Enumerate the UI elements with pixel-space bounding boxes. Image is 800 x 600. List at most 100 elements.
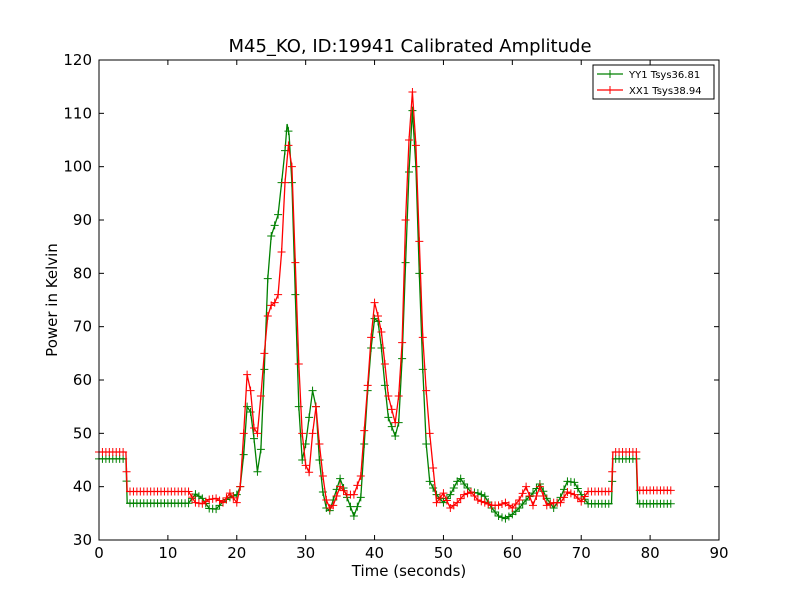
legend-entry-1-label: YY1 Tsys36.81 — [628, 70, 700, 81]
series-2-marker — [363, 381, 372, 390]
series-2-marker — [360, 426, 369, 435]
series-2-marker — [484, 500, 493, 508]
series-1-marker — [449, 484, 458, 492]
series-2-marker — [305, 468, 314, 477]
series-1-marker — [566, 477, 575, 486]
x-tick-label: 50 — [434, 544, 453, 562]
series-2-marker — [525, 492, 534, 500]
series-2-marker — [405, 136, 413, 144]
series-2 — [95, 88, 675, 512]
series-2-marker — [563, 488, 572, 496]
series-2-marker — [356, 472, 365, 480]
series-2-marker — [277, 248, 286, 256]
series-2-marker — [194, 499, 203, 508]
series-2-marker — [256, 392, 265, 400]
series-2-marker — [480, 498, 489, 507]
series-1-marker — [498, 513, 506, 522]
series-2-marker — [212, 494, 221, 503]
series-2-marker — [546, 500, 555, 508]
y-tick-label: 70 — [73, 318, 92, 336]
series-1-marker — [504, 512, 513, 521]
series-1-marker — [253, 467, 262, 476]
series-1-marker — [518, 500, 527, 508]
series-2-marker — [201, 497, 210, 506]
series-1-marker — [511, 507, 520, 516]
series-1-marker — [353, 502, 362, 511]
series-1-marker — [349, 512, 358, 520]
x-tick-label: 10 — [158, 544, 177, 562]
series-2-marker — [215, 496, 224, 505]
series-2-marker — [442, 496, 451, 505]
series-2-marker — [387, 405, 396, 414]
series-2-marker — [384, 392, 393, 400]
series-1-marker — [246, 408, 255, 416]
tick-layer: 0 10 20 30 40 50 60 70 80 90 30 40 50 60 70 80 90 100 110 1… — [63, 51, 728, 562]
y-tick-label: 50 — [73, 424, 92, 442]
series-2-marker — [456, 494, 465, 503]
series-1-marker — [356, 493, 365, 502]
x-tick-label: 70 — [572, 544, 591, 562]
series-2-marker — [522, 482, 531, 491]
series-2-marker — [260, 349, 269, 358]
series-2-marker — [473, 496, 482, 504]
series-2-marker — [573, 494, 582, 503]
series-2-marker — [318, 472, 327, 480]
series-1-marker — [346, 502, 355, 511]
series-1-marker — [274, 210, 283, 219]
series-2-marker — [463, 489, 472, 498]
series-1-marker — [405, 168, 413, 176]
legend-entry-2-marker — [606, 86, 614, 94]
series-1-marker — [243, 402, 252, 411]
series-1-marker — [336, 474, 345, 483]
series-1-marker — [425, 477, 434, 486]
series-2-marker — [198, 499, 207, 508]
series-2-marker — [577, 497, 586, 506]
y-axis-label: Power in Kelvin — [43, 243, 61, 357]
series-1-marker — [501, 514, 510, 523]
series-2-marker — [312, 402, 320, 411]
series-1-marker — [256, 445, 265, 454]
series-1-marker — [460, 480, 469, 488]
series-2-marker — [632, 448, 641, 456]
chart-title: M45_KO, ID:19941 Calibrated Amplitude — [228, 36, 591, 57]
series-1-marker — [446, 490, 455, 499]
series-2-marker — [453, 498, 462, 507]
series-2-marker — [511, 500, 520, 508]
series-1-marker — [267, 232, 276, 240]
series-1-marker — [384, 413, 393, 422]
y-tick-label: 90 — [73, 211, 92, 229]
series-2-marker — [353, 481, 362, 490]
series-2-marker — [205, 495, 214, 504]
series-2-marker — [380, 360, 389, 368]
legend-entry-1-marker — [606, 70, 614, 78]
series-2-marker — [432, 498, 441, 507]
series-1-marker — [604, 499, 613, 508]
series-2-marker — [411, 141, 420, 150]
series-1-marker — [563, 477, 572, 486]
series-2-marker — [556, 498, 565, 507]
legend-entry-2: XX1 Tsys38.94 — [597, 86, 702, 97]
series-1-marker — [184, 499, 193, 508]
series-2-marker — [566, 489, 575, 498]
series-2-marker — [294, 360, 303, 368]
series-2-marker — [608, 467, 617, 476]
series-2-marker — [119, 448, 128, 456]
y-tick-label: 120 — [63, 51, 92, 69]
series-2-marker — [398, 338, 407, 347]
x-axis-label: Time (seconds) — [351, 562, 467, 580]
series-2-marker — [284, 141, 293, 150]
series-2-marker — [250, 424, 258, 432]
series-2-marker — [429, 464, 438, 472]
series-1-marker — [439, 498, 448, 507]
series-1-marker — [408, 106, 417, 115]
series-1-marker — [377, 344, 386, 352]
series-2-marker — [287, 162, 296, 171]
series-1-marker — [232, 490, 241, 499]
series-2-marker — [422, 386, 431, 395]
series-1-marker — [291, 290, 300, 299]
series-1-marker — [515, 504, 524, 512]
series-2-marker — [232, 498, 241, 507]
series-2-marker — [401, 216, 410, 224]
series-2-marker — [436, 493, 444, 502]
series-2-marker — [539, 492, 548, 500]
